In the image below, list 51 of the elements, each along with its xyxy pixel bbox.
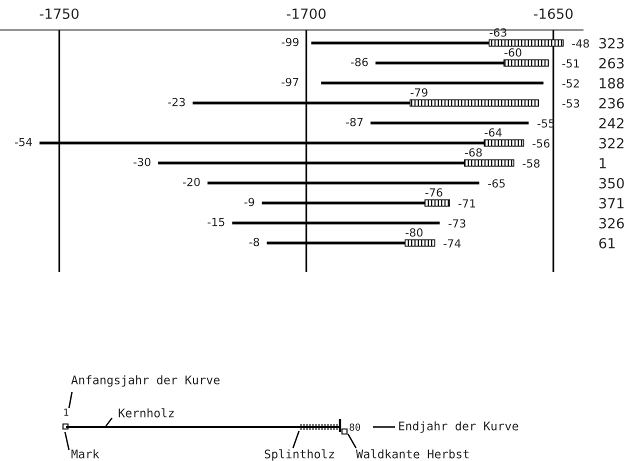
annotation: -73 — [448, 219, 466, 228]
text: Mark — [71, 449, 100, 458]
annotation: -60 — [504, 48, 522, 57]
bar — [321, 82, 544, 84]
y-tick-label: 61 — [599, 238, 615, 248]
annotation: -79 — [410, 88, 428, 97]
annotation: -52 — [562, 79, 579, 88]
annotation: -74 — [444, 239, 461, 248]
text: 1 — [64, 408, 68, 416]
annotation: -20 — [182, 178, 200, 186]
x-tick-label: -1750 — [40, 8, 79, 19]
annotation: -71 — [458, 199, 476, 208]
annotation: -76 — [425, 188, 442, 197]
y-tick-label: 242 — [599, 118, 624, 128]
text: Waldkante Herbst — [356, 449, 469, 458]
text: Kernholz — [118, 408, 174, 418]
annotation: -97 — [282, 78, 298, 86]
y-tick-label: 323 — [599, 38, 624, 48]
text: 80 — [350, 423, 360, 431]
bar — [370, 122, 529, 124]
annotation: -87 — [346, 118, 363, 126]
annotation: -51 — [562, 59, 579, 68]
annotation: -64 — [484, 128, 502, 137]
text: Anfangsjahr der Kurve — [71, 375, 220, 387]
annotation: -99 — [282, 38, 299, 46]
annotation: -56 — [532, 139, 550, 148]
annotation: -8 — [249, 238, 260, 246]
y-tick-label: 236 — [599, 98, 624, 108]
text: Endjahr der Kurve — [399, 421, 518, 433]
annotation: -80 — [406, 228, 423, 237]
annotation: -23 — [168, 98, 185, 106]
x-tick-label: -1700 — [286, 8, 326, 19]
y-tick-label: 1 — [600, 158, 606, 168]
annotation: -58 — [522, 159, 540, 168]
annotation: -30 — [134, 158, 150, 166]
annotation: -54 — [14, 138, 32, 146]
annotation: -65 — [488, 179, 505, 188]
y-tick-label: 322 — [599, 138, 624, 148]
annotation: -53 — [562, 99, 580, 108]
annotation: -68 — [464, 148, 482, 157]
y-tick-label: 188 — [600, 78, 624, 88]
annotation: -48 — [572, 39, 589, 48]
y-tick-label: 371 — [599, 198, 624, 208]
text: Splintholz — [264, 449, 334, 461]
annotation: -15 — [208, 218, 224, 226]
annotation: -9 — [244, 198, 254, 206]
y-tick-label: 350 — [599, 178, 624, 188]
x-tick-label: -1650 — [534, 8, 573, 19]
y-tick-label: 326 — [599, 218, 624, 228]
y-tick-label: 263 — [599, 58, 624, 68]
annotation: -86 — [350, 58, 368, 66]
